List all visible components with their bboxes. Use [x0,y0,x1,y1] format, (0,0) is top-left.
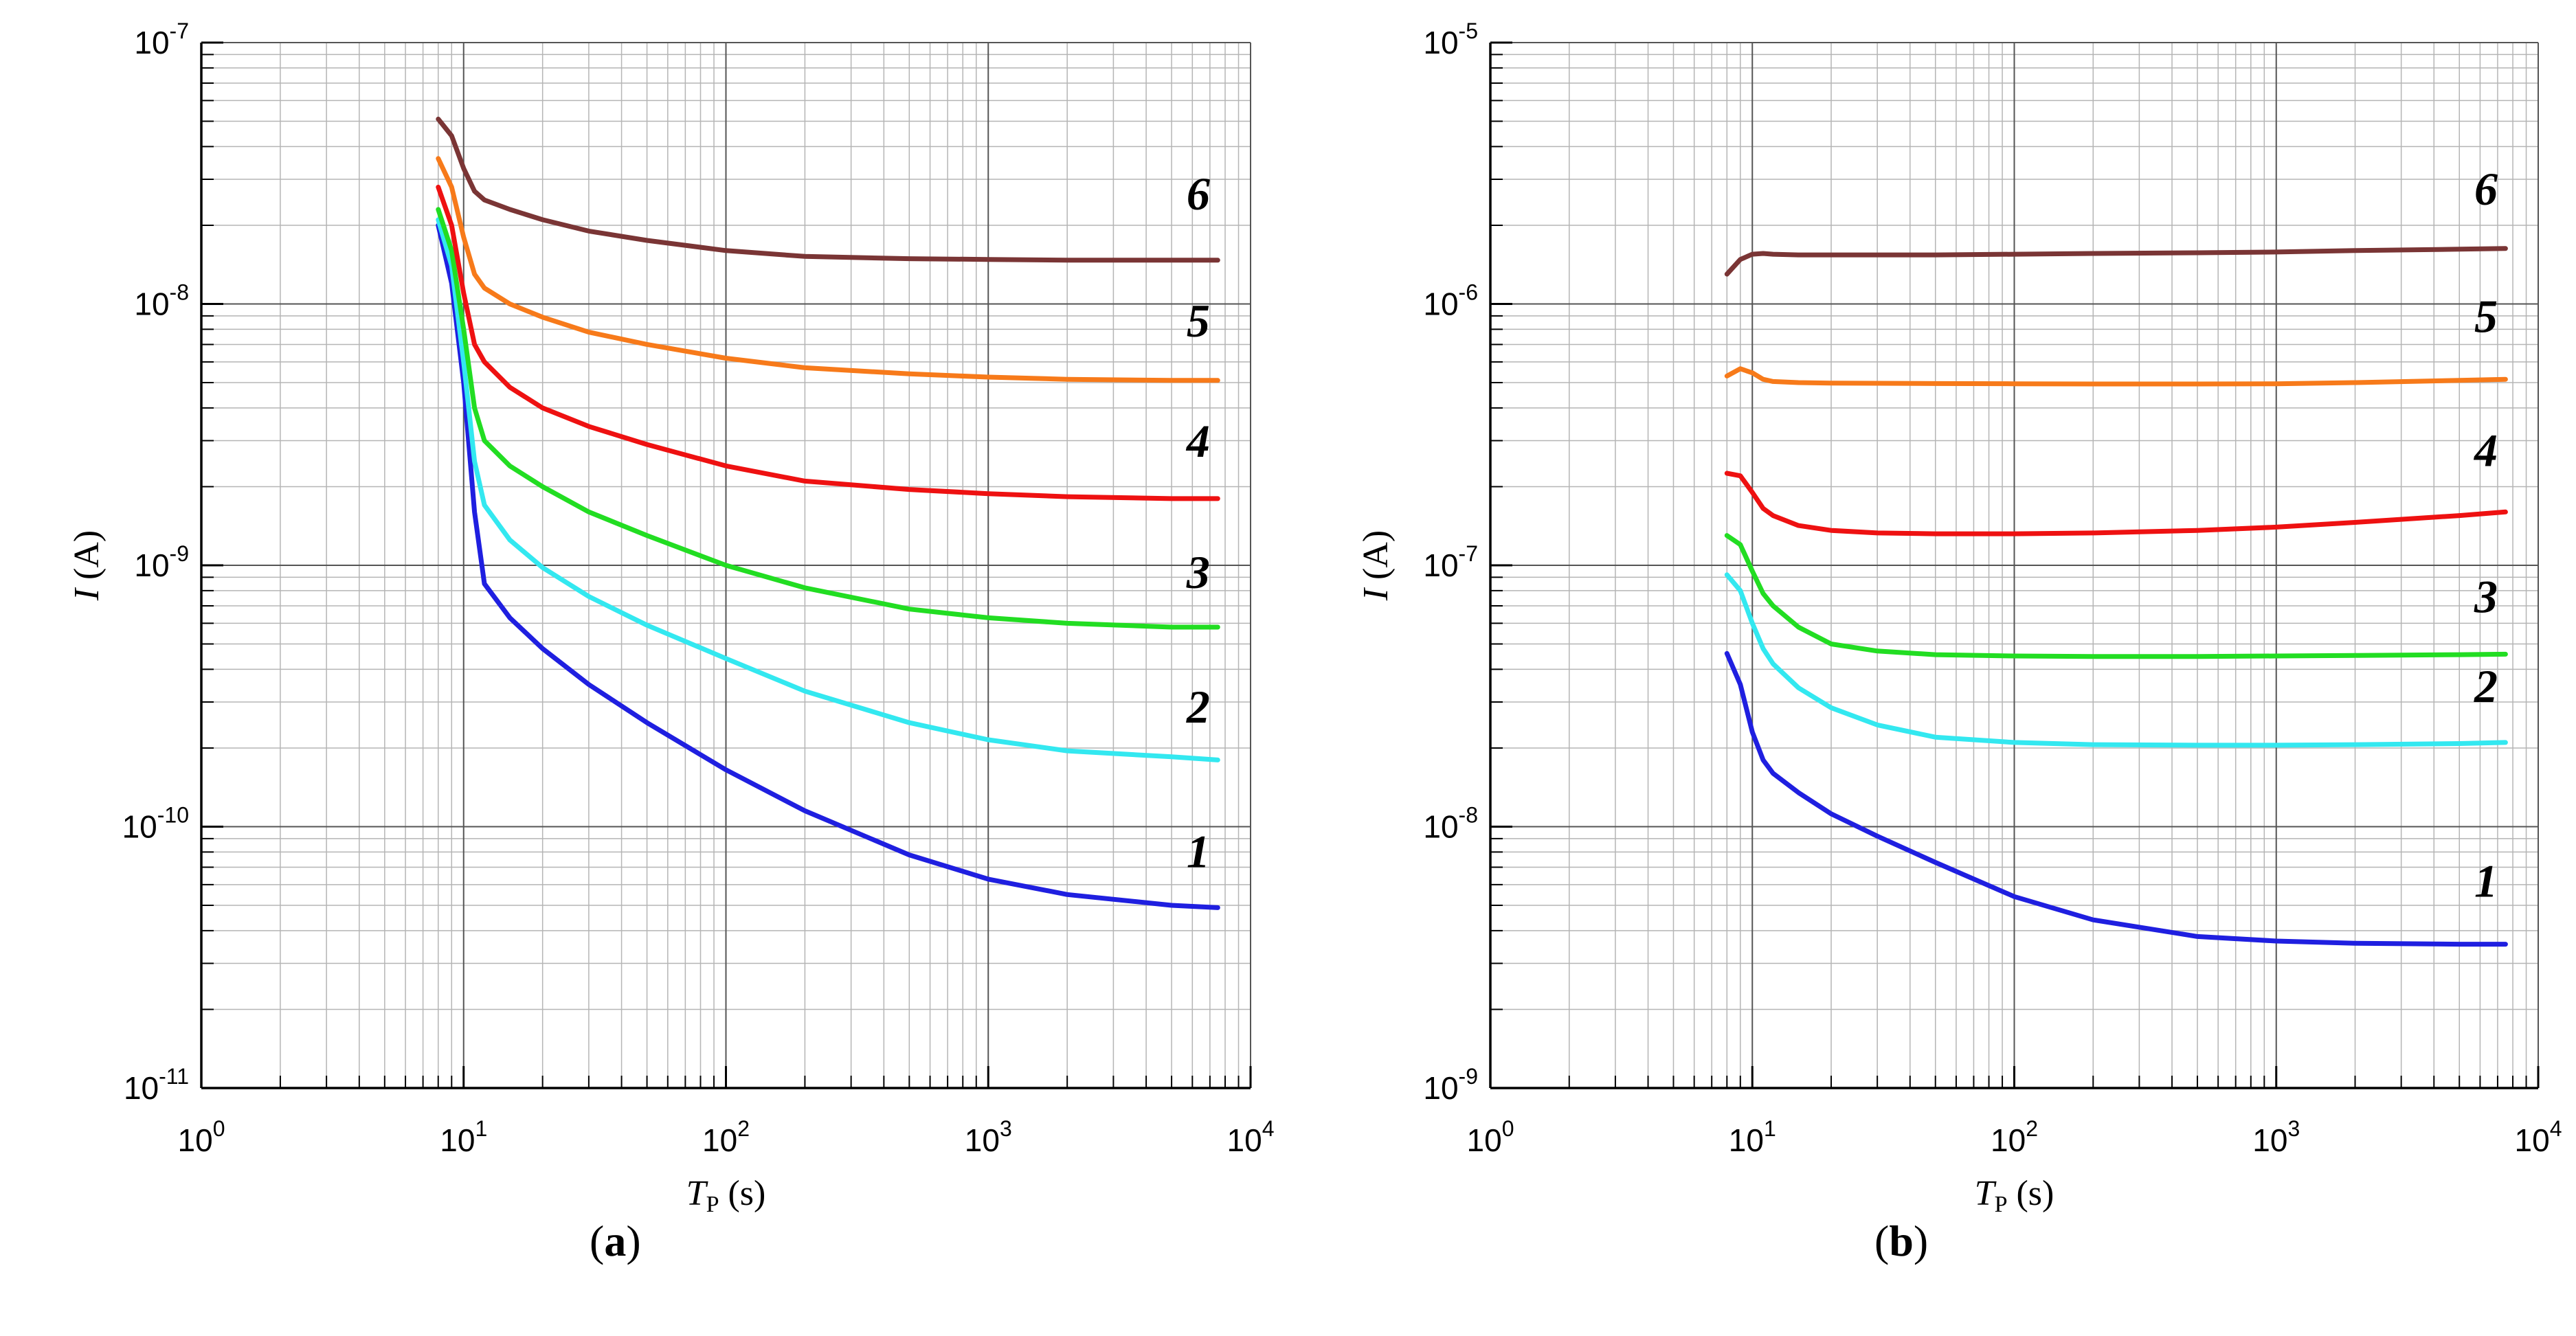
chart-panel-a: 100 101 102 103 104 10-11 10-10 10-9 10-8 10-7 TP … [67,19,1274,1217]
y-tick-label: 10-7 [134,19,189,60]
y-axis-title: I (A) [1356,530,1396,602]
series-4-line [436,184,1220,501]
x-tick-label: 103 [965,1116,1012,1158]
series-4-label: 4 [1185,415,1210,467]
series-1-line [1724,650,2508,947]
y-tick-label: 10-9 [1423,1064,1478,1106]
x-tick-label: 101 [1729,1116,1776,1158]
series-2-line [1724,572,2508,748]
series-3-label: 3 [1186,546,1210,598]
series-1-label: 1 [1187,825,1210,877]
x-tick-label: 100 [1467,1116,1514,1158]
series-6-label: 6 [1187,168,1210,220]
series-5-line [436,156,1220,383]
series-6-line [1724,246,2508,277]
y-tick-label: 10-8 [134,280,189,322]
y-tick-label: 10-11 [124,1064,189,1106]
series-5-line [1724,366,2508,387]
x-tick-label: 100 [178,1116,225,1158]
series-1-label: 1 [2474,854,2498,907]
x-tick-label: 104 [2515,1116,2562,1158]
series-5-label: 5 [2474,291,2498,343]
series-6-label: 6 [2474,163,2498,215]
series-1-line [436,223,1220,910]
y-axis-title: I (A) [67,530,107,602]
series-4-line [1724,471,2508,536]
chart-panel-b: 100 101 102 103 104 10-9 10-8 10-7 10-6 10-5 TP (s… [1356,19,2562,1217]
y-tick-label: 10-6 [1423,280,1478,322]
series-2-label: 2 [2474,660,2498,712]
panel-label-a: (a) [590,1216,641,1265]
series-3-line [436,207,1220,630]
series-3-label: 3 [2474,571,2498,623]
series-2-line [436,217,1220,762]
x-tick-label: 102 [1991,1116,2038,1158]
x-tick-label: 103 [2252,1116,2300,1158]
x-tick-label: 102 [702,1116,750,1158]
y-tick-label: 10-8 [1423,803,1478,845]
x-tick-label: 101 [440,1116,487,1158]
x-axis-title: TP (s) [1975,1174,2054,1217]
series-5-label: 5 [1187,295,1210,347]
y-tick-label: 10-10 [122,803,189,845]
series-4-label: 4 [2473,424,2498,476]
series-3-line [1724,533,2508,659]
y-tick-label: 10-5 [1423,19,1478,60]
series-6-line [436,116,1220,263]
y-tick-label: 10-7 [1423,541,1478,583]
panel-label-b: (b) [1874,1216,1929,1265]
x-axis-title: TP (s) [686,1174,766,1217]
series-2-label: 2 [1186,681,1210,733]
x-tick-label: 104 [1227,1116,1275,1158]
y-tick-label: 10-9 [134,541,189,583]
